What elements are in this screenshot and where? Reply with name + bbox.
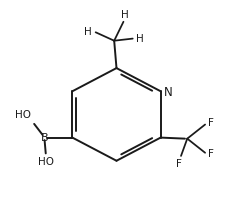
Text: F: F <box>208 118 214 128</box>
Text: HO: HO <box>38 156 54 167</box>
Text: F: F <box>208 149 214 159</box>
Text: H: H <box>121 10 128 20</box>
Text: F: F <box>176 159 182 169</box>
Text: H: H <box>84 27 92 37</box>
Text: N: N <box>163 86 172 99</box>
Text: HO: HO <box>15 110 31 120</box>
Text: B: B <box>41 132 48 143</box>
Text: H: H <box>136 34 144 44</box>
